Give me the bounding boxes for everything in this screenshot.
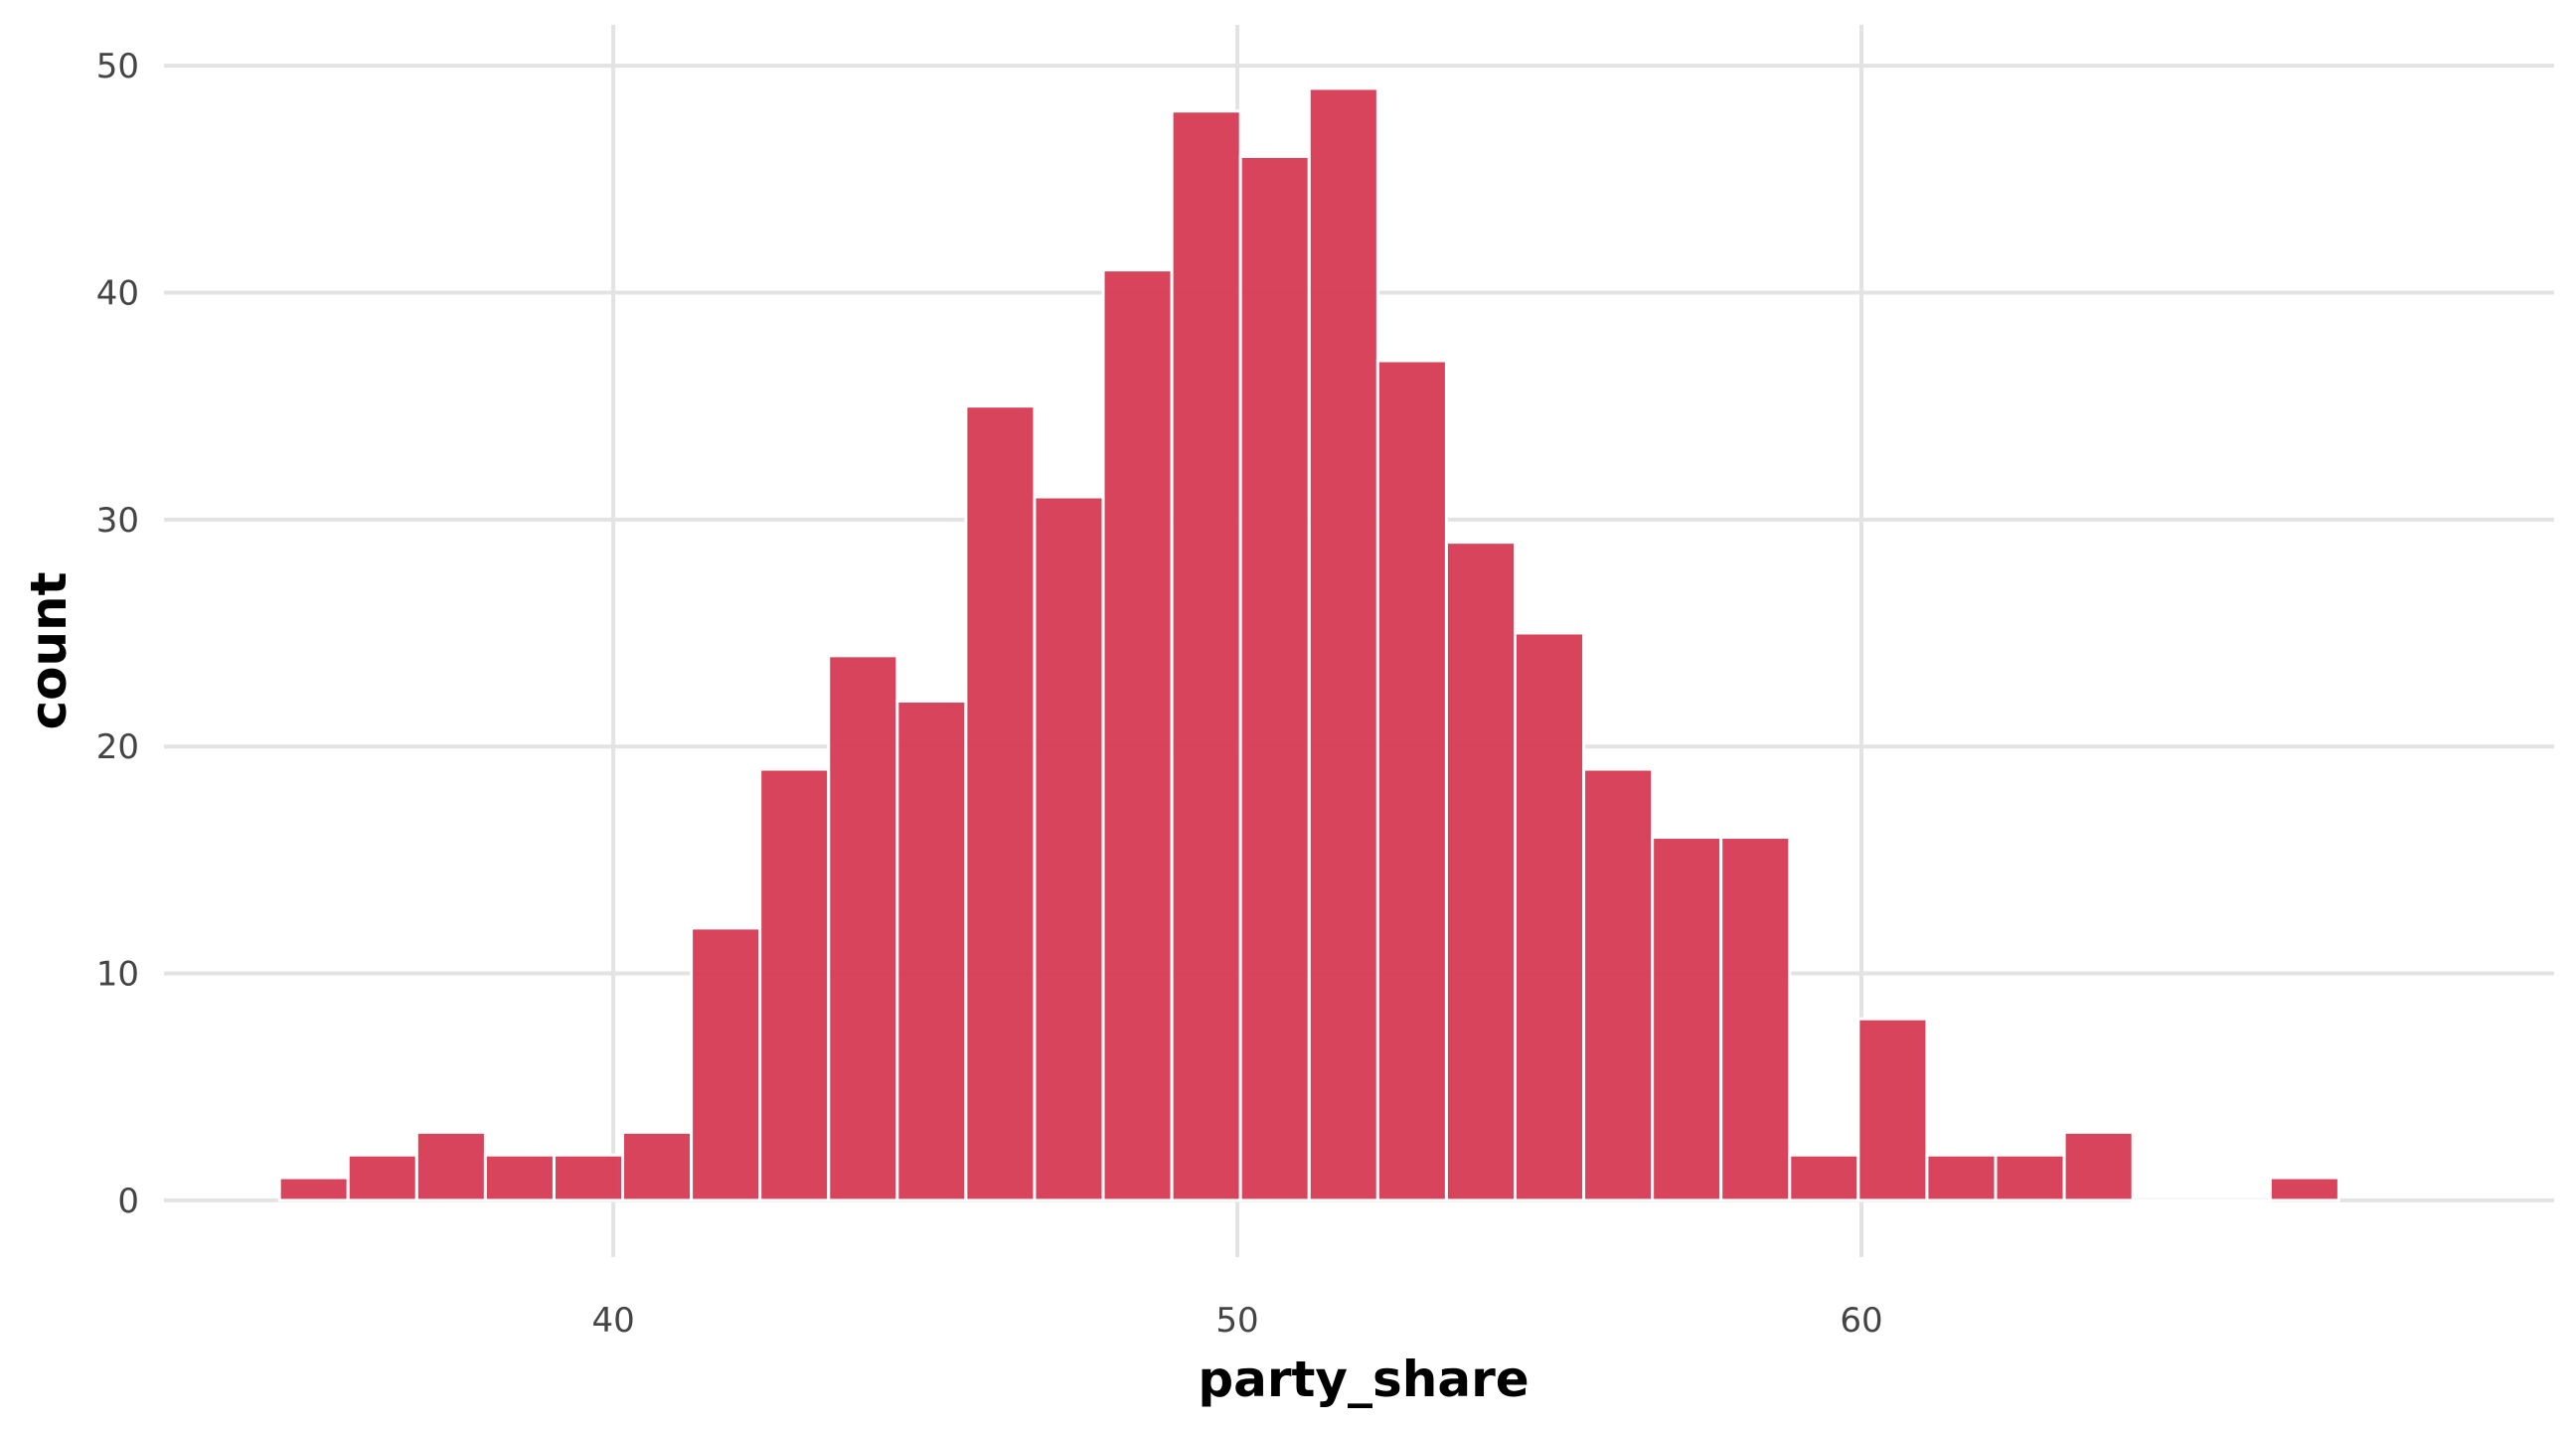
y-tick-labels: 0 10 20 30 40 50 — [96, 47, 139, 1221]
x-tick-label: 40 — [591, 1301, 634, 1341]
histogram-bar — [414, 1130, 487, 1202]
y-tick-label: 30 — [96, 501, 139, 541]
histogram-bar — [1719, 836, 1792, 1202]
histogram-bar — [621, 1130, 694, 1202]
histogram-bar — [2199, 1198, 2272, 1202]
histogram-bar — [2062, 1130, 2135, 1202]
histogram-bars — [277, 86, 2340, 1202]
histogram-bar — [1856, 1017, 1929, 1202]
y-tick-label: 0 — [117, 1182, 139, 1221]
histogram-bar — [1170, 109, 1242, 1202]
histogram-bar — [1925, 1153, 1998, 1202]
histogram-bar — [1994, 1153, 2066, 1202]
histogram-bar — [483, 1153, 556, 1202]
histogram-bar — [1582, 767, 1655, 1202]
histogram-bar — [758, 767, 831, 1202]
histogram-bar — [827, 654, 899, 1202]
y-axis-title: count — [20, 571, 78, 729]
histogram-bar — [1444, 541, 1517, 1202]
histogram-bar — [2131, 1198, 2203, 1202]
histogram-bar — [552, 1153, 625, 1202]
histogram-bar — [1033, 495, 1105, 1202]
y-tick-label: 40 — [96, 273, 139, 313]
histogram-bar — [690, 926, 762, 1202]
histogram-bar — [1375, 359, 1448, 1202]
histogram-bar — [1513, 631, 1586, 1202]
histogram-bar — [964, 404, 1037, 1202]
histogram-bar — [346, 1153, 418, 1202]
histogram-bar — [1651, 836, 1723, 1202]
y-tick-label: 20 — [96, 727, 139, 767]
x-tick-label: 60 — [1840, 1301, 1882, 1341]
histogram-bar — [1307, 86, 1379, 1202]
histogram-bar — [2268, 1176, 2340, 1202]
histogram-bar — [1788, 1153, 1860, 1202]
histogram-bar — [895, 700, 968, 1202]
x-tick-label: 50 — [1215, 1301, 1258, 1341]
y-tick-label: 50 — [96, 47, 139, 86]
histogram-bar — [277, 1176, 350, 1202]
x-tick-labels: 40 50 60 — [591, 1301, 1882, 1341]
histogram-bar — [1101, 268, 1174, 1202]
histogram-bar — [1238, 154, 1311, 1202]
y-tick-label: 10 — [96, 955, 139, 995]
x-axis-title: party_share — [1198, 1351, 1529, 1408]
